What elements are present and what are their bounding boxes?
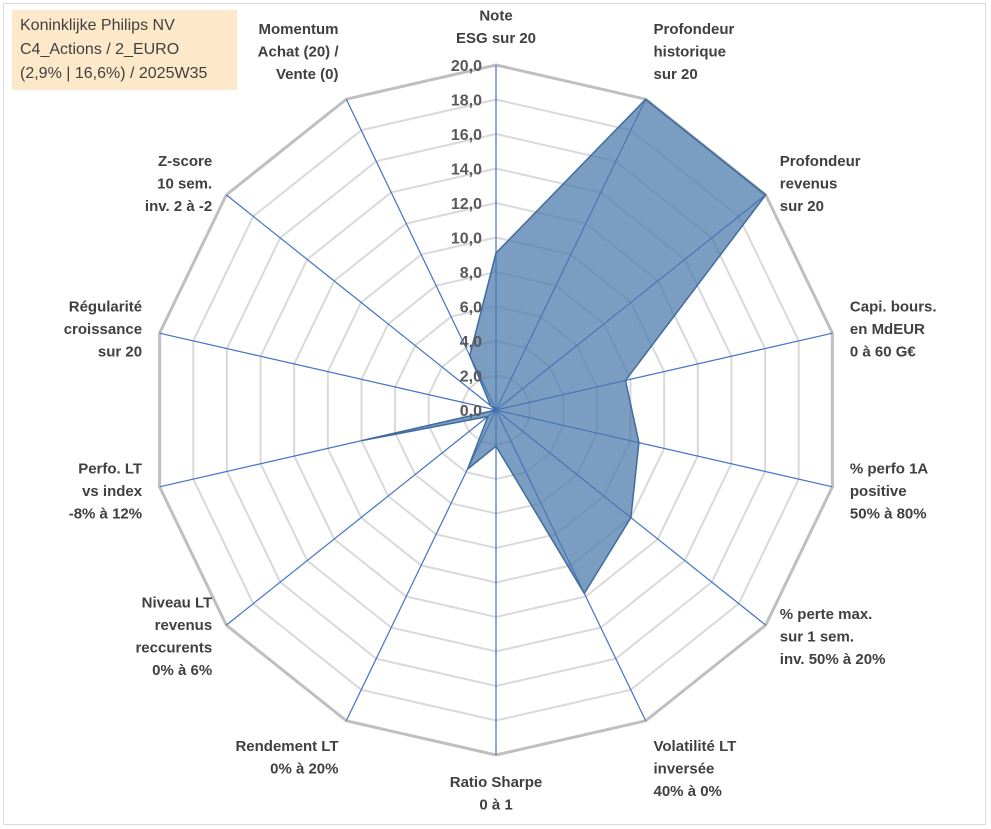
- category-label: Volatilité LT inversée 40% à 0%: [654, 738, 737, 800]
- info-line-company: Koninklijke Philips NV: [20, 17, 175, 34]
- category-label: Z-score 10 sem. inv. 2 à -2: [145, 153, 212, 215]
- category-label: % perfo 1A positive 50% à 80%: [850, 460, 929, 522]
- info-line-stats: (2,9% | 16,6%) / 2025W35: [20, 65, 208, 82]
- tick-label: 20,0: [451, 58, 482, 75]
- category-label: Perfo. LT vs index -8% à 12%: [69, 460, 143, 522]
- info-box: Koninklijke Philips NV C4_Actions / 2_EU…: [12, 10, 237, 90]
- info-line-category: C4_Actions / 2_EURO: [20, 41, 180, 58]
- category-label: Rendement LT 0% à 20%: [235, 738, 338, 778]
- category-label: Niveau LT revenus reccurents 0% à 6%: [135, 595, 212, 680]
- spoke-line: [225, 409, 497, 626]
- tick-label: 18,0: [451, 93, 482, 110]
- series-area: [361, 98, 767, 595]
- category-label: Momentum Achat (20) / Vente (0): [258, 21, 340, 83]
- category-label: Ratio Sharpe 0 à 1: [450, 774, 543, 814]
- tick-label: 0,0: [460, 403, 482, 420]
- spoke-line: [225, 194, 497, 411]
- tick-layer: 0,0 2,0 4,0 6,0 8,0 10,0 12,0 14,0 16,0 18,0 20,0: [451, 58, 482, 420]
- tick-label: 16,0: [451, 127, 482, 144]
- tick-label: 2,0: [460, 369, 482, 386]
- category-label: Note ESG sur 20: [456, 8, 536, 48]
- category-label: % perte max. sur 1 sem. inv. 50% à 20%: [780, 606, 886, 668]
- tick-label: 6,0: [460, 300, 482, 317]
- tick-label: 12,0: [451, 196, 482, 213]
- series-layer: [361, 98, 767, 595]
- tick-label: 14,0: [451, 162, 482, 179]
- category-label: Profondeur historique sur 20: [654, 21, 735, 83]
- label-layer: Note ESG sur 20 Profondeur historique sur 20…: [64, 8, 937, 814]
- category-label: Capi. bours. en MdEUR 0 à 60 G€: [850, 299, 937, 361]
- tick-label: 10,0: [451, 231, 482, 248]
- chart-frame: [3, 3, 986, 825]
- tick-label: 8,0: [460, 265, 482, 282]
- spoke-line: [159, 332, 497, 411]
- tick-label: 4,0: [460, 334, 482, 351]
- category-label: Régularité croissance sur 20: [64, 299, 142, 361]
- category-label: Profondeur revenus sur 20: [780, 153, 861, 215]
